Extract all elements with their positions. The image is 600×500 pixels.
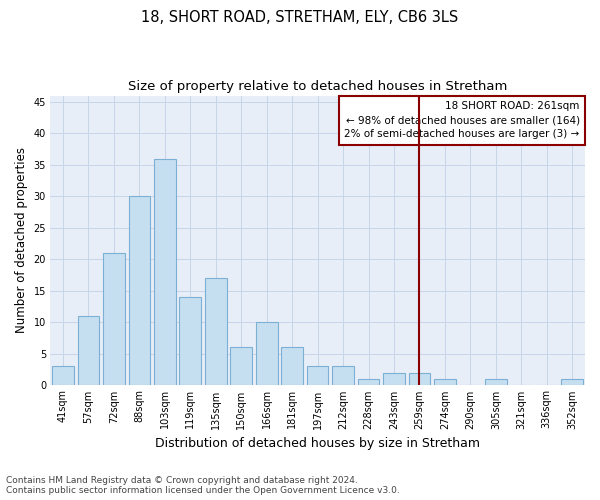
Bar — [128, 196, 150, 385]
Bar — [485, 379, 506, 385]
Bar — [562, 379, 583, 385]
Bar — [307, 366, 328, 385]
Title: Size of property relative to detached houses in Stretham: Size of property relative to detached ho… — [128, 80, 507, 93]
Bar — [358, 379, 379, 385]
Y-axis label: Number of detached properties: Number of detached properties — [15, 148, 28, 334]
Bar — [77, 316, 99, 385]
Bar — [103, 253, 125, 385]
Bar — [409, 372, 430, 385]
Bar — [230, 348, 252, 385]
Bar — [256, 322, 278, 385]
Bar — [281, 348, 303, 385]
Bar — [154, 158, 176, 385]
Text: 18, SHORT ROAD, STRETHAM, ELY, CB6 3LS: 18, SHORT ROAD, STRETHAM, ELY, CB6 3LS — [142, 10, 458, 25]
X-axis label: Distribution of detached houses by size in Stretham: Distribution of detached houses by size … — [155, 437, 480, 450]
Bar — [332, 366, 354, 385]
Bar — [434, 379, 456, 385]
Bar — [383, 372, 405, 385]
Bar — [205, 278, 227, 385]
Bar — [52, 366, 74, 385]
Bar — [179, 297, 201, 385]
Text: Contains HM Land Registry data © Crown copyright and database right 2024.
Contai: Contains HM Land Registry data © Crown c… — [6, 476, 400, 495]
Text: 18 SHORT ROAD: 261sqm
← 98% of detached houses are smaller (164)
2% of semi-deta: 18 SHORT ROAD: 261sqm ← 98% of detached … — [344, 102, 580, 140]
